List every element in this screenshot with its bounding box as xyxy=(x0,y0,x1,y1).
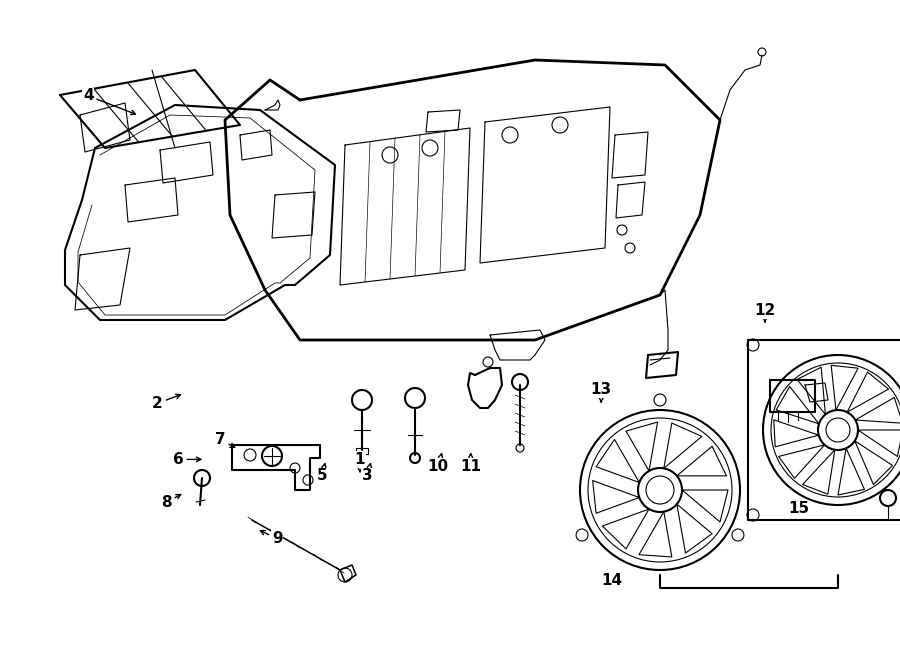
Text: 3: 3 xyxy=(362,463,373,483)
Text: 13: 13 xyxy=(590,383,612,402)
Text: 11: 11 xyxy=(460,454,482,473)
Text: 12: 12 xyxy=(754,303,776,322)
Text: 14: 14 xyxy=(601,573,623,588)
Text: 5: 5 xyxy=(317,463,328,483)
Text: 1: 1 xyxy=(355,452,365,471)
Text: 7: 7 xyxy=(215,432,235,447)
Text: 6: 6 xyxy=(173,452,201,467)
Text: 10: 10 xyxy=(428,453,449,473)
Text: 4: 4 xyxy=(83,89,136,114)
Text: 2: 2 xyxy=(152,394,180,410)
Text: 8: 8 xyxy=(161,494,181,510)
Text: 15: 15 xyxy=(788,502,810,516)
Text: 9: 9 xyxy=(260,531,283,546)
